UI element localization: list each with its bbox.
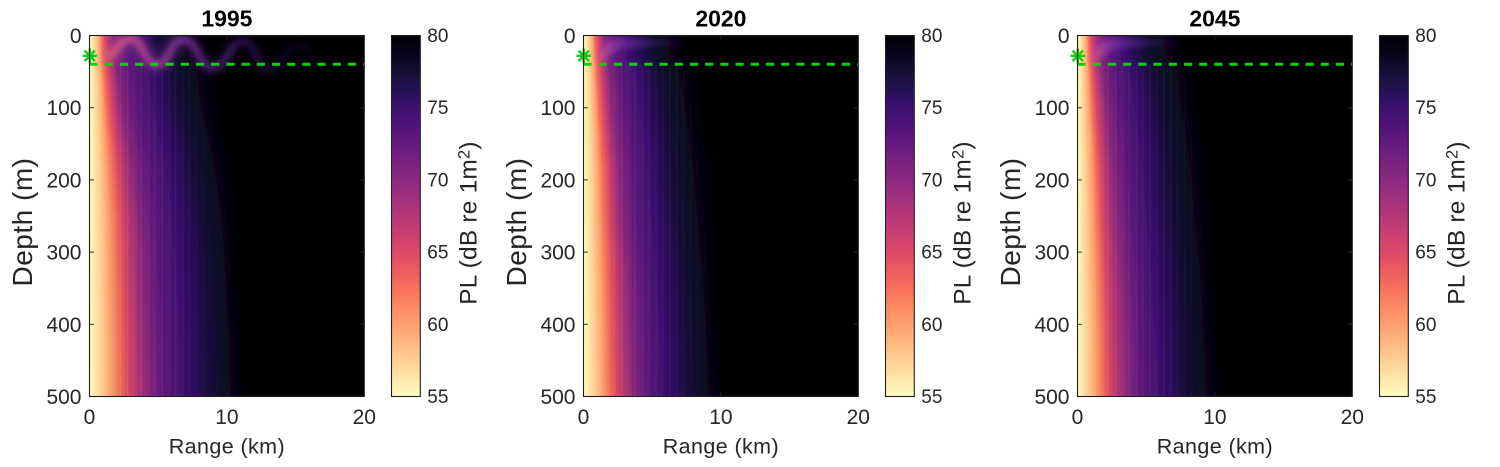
svg-text:55: 55 xyxy=(1415,387,1436,408)
svg-text:300: 300 xyxy=(46,242,81,265)
svg-text:60: 60 xyxy=(921,315,942,336)
svg-text:55: 55 xyxy=(427,387,448,408)
svg-text:2020: 2020 xyxy=(695,6,746,32)
svg-text:70: 70 xyxy=(921,170,942,191)
svg-text:400: 400 xyxy=(540,314,575,337)
svg-text:300: 300 xyxy=(1034,242,1069,265)
svg-text:100: 100 xyxy=(540,97,575,120)
svg-text:20: 20 xyxy=(847,406,870,429)
svg-text:Depth (m): Depth (m) xyxy=(7,158,38,287)
svg-text:75: 75 xyxy=(1415,98,1436,119)
svg-text:0: 0 xyxy=(1058,25,1070,48)
svg-text:2045: 2045 xyxy=(1189,6,1240,32)
svg-text:0: 0 xyxy=(1072,406,1084,429)
svg-text:PL (dB re 1m2): PL (dB re 1m2) xyxy=(456,141,483,305)
svg-text:0: 0 xyxy=(70,25,82,48)
svg-text:Range (km): Range (km) xyxy=(1157,435,1273,459)
svg-text:55: 55 xyxy=(921,387,942,408)
svg-text:100: 100 xyxy=(1034,97,1069,120)
svg-text:20: 20 xyxy=(1341,406,1364,429)
svg-text:Depth (m): Depth (m) xyxy=(501,158,532,287)
svg-text:65: 65 xyxy=(921,243,942,264)
svg-text:75: 75 xyxy=(427,98,448,119)
svg-text:65: 65 xyxy=(1415,243,1436,264)
svg-text:200: 200 xyxy=(540,169,575,192)
svg-text:1995: 1995 xyxy=(201,6,252,32)
svg-text:PL (dB re 1m2): PL (dB re 1m2) xyxy=(950,141,977,305)
svg-text:Range (km): Range (km) xyxy=(663,435,779,459)
svg-text:Range (km): Range (km) xyxy=(169,435,285,459)
svg-text:100: 100 xyxy=(46,97,81,120)
svg-text:70: 70 xyxy=(427,170,448,191)
svg-text:500: 500 xyxy=(1034,386,1069,409)
svg-text:60: 60 xyxy=(427,315,448,336)
svg-text:400: 400 xyxy=(1034,314,1069,337)
svg-text:PL (dB re 1m2): PL (dB re 1m2) xyxy=(1444,141,1471,305)
svg-text:0: 0 xyxy=(578,406,590,429)
svg-text:0: 0 xyxy=(564,25,576,48)
svg-text:0: 0 xyxy=(84,406,96,429)
svg-text:500: 500 xyxy=(46,386,81,409)
svg-text:10: 10 xyxy=(215,406,238,429)
svg-text:500: 500 xyxy=(540,386,575,409)
svg-text:Depth (m): Depth (m) xyxy=(995,158,1026,287)
svg-text:200: 200 xyxy=(1034,169,1069,192)
svg-text:80: 80 xyxy=(1415,26,1436,47)
svg-text:70: 70 xyxy=(1415,170,1436,191)
svg-text:20: 20 xyxy=(353,406,376,429)
svg-text:400: 400 xyxy=(46,314,81,337)
svg-text:75: 75 xyxy=(921,98,942,119)
svg-text:300: 300 xyxy=(540,242,575,265)
svg-text:80: 80 xyxy=(921,26,942,47)
svg-text:65: 65 xyxy=(427,243,448,264)
svg-text:10: 10 xyxy=(1203,406,1226,429)
svg-text:60: 60 xyxy=(1415,315,1436,336)
svg-text:10: 10 xyxy=(709,406,732,429)
svg-text:80: 80 xyxy=(427,26,448,47)
svg-text:200: 200 xyxy=(46,169,81,192)
